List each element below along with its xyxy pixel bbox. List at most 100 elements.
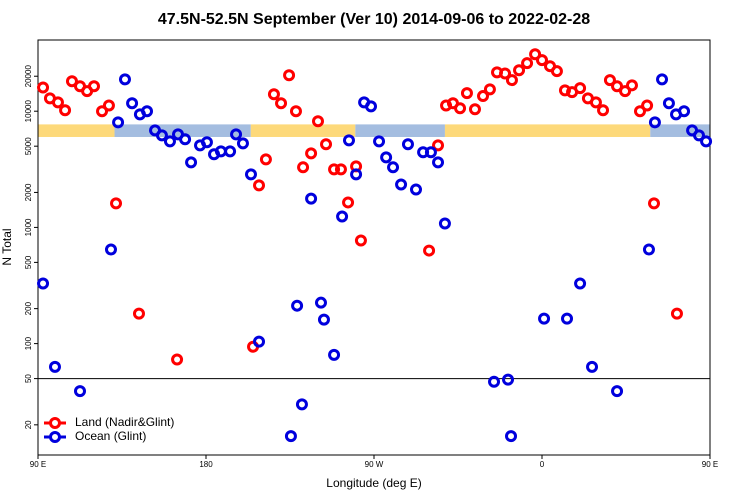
point bbox=[380, 151, 393, 164]
legend-marker bbox=[49, 417, 61, 429]
point bbox=[185, 156, 198, 169]
point bbox=[253, 179, 266, 192]
point bbox=[529, 48, 542, 61]
point bbox=[354, 234, 367, 247]
point bbox=[558, 84, 571, 97]
point bbox=[387, 161, 400, 174]
point bbox=[104, 243, 117, 256]
point bbox=[656, 73, 669, 86]
point bbox=[295, 398, 308, 411]
point bbox=[155, 129, 168, 142]
point bbox=[401, 138, 414, 151]
point bbox=[625, 79, 638, 92]
point bbox=[163, 135, 176, 148]
point bbox=[297, 161, 310, 174]
point bbox=[253, 335, 266, 348]
coverage-band bbox=[250, 124, 356, 137]
point bbox=[395, 178, 408, 191]
point bbox=[65, 75, 78, 88]
point bbox=[574, 277, 587, 290]
point bbox=[334, 163, 347, 176]
point bbox=[499, 67, 512, 80]
point bbox=[424, 146, 437, 159]
point bbox=[312, 115, 324, 128]
legend-label: Ocean (Glint) bbox=[75, 429, 146, 443]
point bbox=[483, 83, 496, 96]
point bbox=[102, 99, 115, 112]
point bbox=[37, 81, 50, 94]
point bbox=[48, 360, 61, 373]
point bbox=[342, 196, 355, 209]
point bbox=[454, 102, 467, 115]
point bbox=[179, 133, 192, 146]
y-tick-label: 50 bbox=[24, 374, 33, 383]
point bbox=[112, 116, 125, 129]
point bbox=[314, 296, 327, 309]
point bbox=[700, 135, 713, 148]
point bbox=[328, 348, 341, 361]
point bbox=[59, 104, 72, 117]
point bbox=[141, 105, 154, 118]
y-tick-label: 5000 bbox=[24, 137, 33, 155]
point bbox=[634, 105, 646, 118]
point bbox=[513, 64, 526, 77]
point bbox=[342, 134, 355, 147]
point bbox=[336, 210, 349, 223]
point bbox=[126, 97, 139, 110]
point bbox=[670, 307, 683, 320]
point bbox=[118, 73, 131, 86]
point bbox=[477, 90, 490, 103]
point bbox=[96, 105, 109, 118]
point bbox=[328, 163, 341, 176]
point bbox=[505, 74, 518, 87]
coverage-band bbox=[38, 124, 115, 137]
point bbox=[538, 312, 551, 325]
point bbox=[692, 129, 705, 142]
coverage-band bbox=[355, 124, 445, 137]
chart-title: 47.5N-52.5N September (Ver 10) 2014-09-0… bbox=[158, 11, 590, 28]
point bbox=[410, 183, 422, 196]
point bbox=[423, 244, 436, 257]
point bbox=[74, 385, 86, 398]
point bbox=[460, 87, 473, 100]
y-tick-label: 200 bbox=[24, 301, 33, 315]
point bbox=[317, 313, 330, 326]
point bbox=[505, 430, 518, 443]
coverage-band bbox=[444, 124, 651, 137]
y-tick-label: 1000 bbox=[24, 218, 33, 236]
point bbox=[432, 156, 445, 169]
point bbox=[611, 385, 624, 398]
x-tick-label: 90 E bbox=[30, 460, 46, 469]
point bbox=[291, 299, 304, 312]
point bbox=[536, 54, 548, 67]
point bbox=[37, 277, 50, 290]
point bbox=[365, 100, 378, 113]
point bbox=[244, 168, 257, 181]
point bbox=[289, 105, 302, 118]
point bbox=[648, 116, 661, 129]
point bbox=[619, 85, 632, 98]
point bbox=[574, 82, 587, 95]
point bbox=[230, 128, 243, 141]
point bbox=[283, 69, 296, 82]
point bbox=[468, 103, 481, 116]
point bbox=[642, 243, 655, 256]
point bbox=[561, 312, 574, 325]
plot-frame bbox=[37, 39, 711, 456]
point bbox=[662, 97, 675, 110]
legend-marker bbox=[49, 431, 61, 443]
x-tick-label: 90 E bbox=[702, 460, 718, 469]
point bbox=[51, 96, 64, 109]
point bbox=[597, 104, 610, 117]
point bbox=[438, 217, 451, 230]
point bbox=[200, 136, 213, 149]
point bbox=[275, 97, 288, 110]
point bbox=[267, 88, 280, 101]
point bbox=[432, 139, 445, 152]
point bbox=[110, 197, 123, 210]
y-tick-label: 100 bbox=[24, 336, 33, 350]
point bbox=[589, 96, 602, 109]
point bbox=[259, 153, 272, 166]
point bbox=[132, 307, 145, 320]
